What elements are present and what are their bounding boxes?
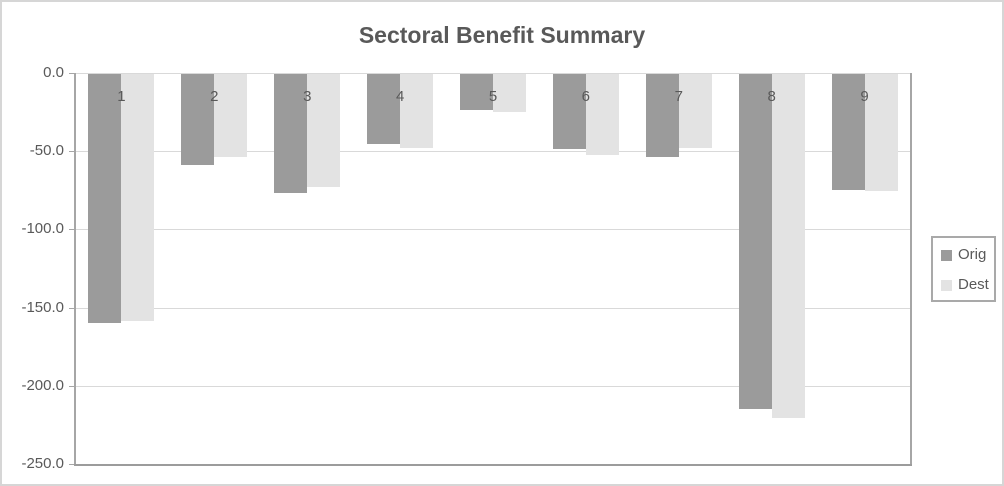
x-axis-category-label: 3 [303,88,312,105]
legend: Orig Dest [931,236,996,302]
x-axis-category-label: 4 [395,88,405,105]
x-axis-category-label: 8 [767,88,776,105]
y-axis-tick [69,385,75,387]
x-axis-category-label: 6 [581,88,590,105]
x-axis-category-label: 9 [860,88,869,105]
chart-title: Sectoral Benefit Summary [358,22,646,48]
y-axis-tick [69,73,75,74]
gridline [76,385,910,387]
legend-swatch-icon [941,249,952,261]
bar-orig-1 [88,74,122,323]
y-axis-tick [69,229,75,231]
bar-dest-3 [307,74,341,187]
x-axis-category-label: 2 [210,88,219,105]
y-axis-tick-label: -100.0 [21,220,64,238]
legend-label: Orig [958,246,987,263]
y-axis-tick-label: -50.0 [29,142,64,160]
legend-swatch-icon [941,279,952,291]
x-axis-category-label: 1 [117,88,126,105]
bar-dest-6 [585,74,619,156]
bar-orig-2 [181,74,215,165]
bar-dest-7 [678,74,712,148]
bar-orig-9 [831,74,865,190]
x-axis-category-label: 5 [488,88,498,105]
gridline [76,151,910,153]
y-axis-tick-label: -250.0 [21,455,64,472]
bar-orig-3 [274,74,308,193]
y-axis-tick-label: 0.0 [43,64,64,81]
bar-dest-9 [864,74,898,192]
plot-right-border [910,73,912,464]
y-axis-tick [69,307,75,309]
y-axis-line [74,73,76,464]
legend-item-orig: Orig [941,247,986,263]
bar-orig-6 [552,74,586,150]
bar-orig-5 [460,74,493,110]
y-axis-tick [69,151,75,153]
bar-orig-7 [645,74,679,157]
bar-dest-4 [400,74,434,148]
x-axis-category-label: 7 [674,88,683,105]
plot-bottom-border [74,464,912,466]
y-axis-tick-label: -150.0 [21,298,64,316]
bar-dest-8 [771,74,805,419]
legend-item-dest: Dest [941,277,989,293]
gridline [76,307,910,309]
legend-label: Dest [958,276,989,293]
bar-dest-2 [214,74,248,157]
y-axis-tick-label: -200.0 [21,376,64,394]
bar-dest-5 [493,74,526,112]
gridline [76,229,910,231]
y-axis-tick [69,464,75,465]
gridline [76,73,910,74]
bar-orig-4 [367,74,401,145]
bar-orig-8 [738,74,772,409]
bar-dest-1 [121,74,155,322]
